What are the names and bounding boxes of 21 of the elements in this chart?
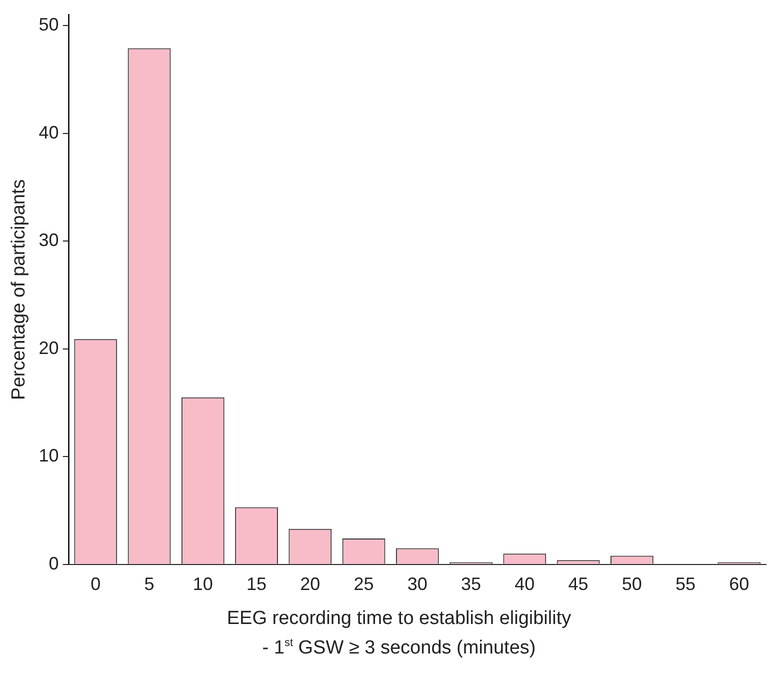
y-tick-label: 30: [38, 230, 59, 250]
x-tick-label: 30: [407, 574, 428, 594]
x-tick-label: 5: [144, 574, 154, 594]
x-tick-label: 20: [300, 574, 320, 594]
x-tick-label: 60: [729, 574, 750, 594]
y-tick-label: 10: [38, 446, 59, 466]
x-tick-label: 45: [568, 574, 588, 594]
y-tick-label: 40: [38, 122, 59, 142]
y-axis-title: Percentage of participants: [8, 179, 30, 400]
x-tick-label: 50: [622, 574, 642, 594]
x-tick-label: 35: [461, 574, 482, 594]
x-tick-label: 0: [90, 574, 101, 594]
x-tick-label: 40: [514, 574, 535, 594]
y-tick-label: 20: [38, 338, 59, 358]
y-tick-label: 50: [38, 14, 59, 35]
x-tick-label: 25: [354, 574, 374, 594]
x-tick-label: 10: [192, 574, 213, 594]
x-tick-label: 15: [246, 574, 267, 594]
y-tick-label: 0: [48, 553, 59, 574]
x-tick-label: 55: [676, 574, 696, 594]
x-axis-title: EEG recording time to establish eligibility - 1$^{st}$ GSW ≥ 3 seconds (minutes): [226, 607, 572, 660]
